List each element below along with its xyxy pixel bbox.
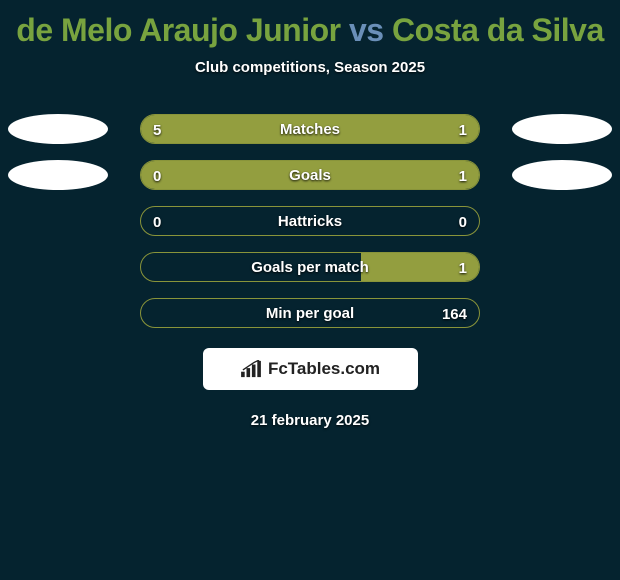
stat-bar: Goals0 1	[140, 160, 480, 190]
stat-label: Goals	[141, 161, 479, 189]
stat-bar: Matches5 1	[140, 114, 480, 144]
stat-row: Matches5 1	[0, 114, 620, 144]
date-text: 21 february 2025	[0, 412, 620, 429]
subtitle: Club competitions, Season 2025	[0, 59, 620, 76]
stat-row: Min per goal164	[0, 298, 620, 328]
stat-value-left: 0	[153, 161, 161, 190]
player1-avatar-icon	[8, 160, 108, 190]
stat-value-left: 0	[153, 207, 161, 236]
stat-row: Goals0 1	[0, 160, 620, 190]
player2-avatar-icon	[512, 160, 612, 190]
stat-value-right: 164	[442, 299, 467, 328]
attribution-text: FcTables.com	[268, 359, 380, 379]
chart-icon	[240, 360, 262, 378]
stat-value-right: 1	[459, 161, 467, 190]
player1-avatar-icon	[8, 114, 108, 144]
stat-label: Matches	[141, 115, 479, 143]
stat-row: Goals per match1	[0, 252, 620, 282]
player1-name: de Melo Araujo Junior	[16, 12, 340, 48]
stat-bar: Min per goal164	[140, 298, 480, 328]
stat-label: Hattricks	[141, 207, 479, 235]
stat-value-right: 1	[459, 253, 467, 282]
stat-rows: Matches51Goals01Hattricks00Goals per mat…	[0, 114, 620, 328]
stat-label: Goals per match	[141, 253, 479, 281]
player2-name: Costa da Silva	[392, 12, 604, 48]
vs-text: vs	[349, 12, 384, 48]
stat-value-right: 0	[459, 207, 467, 236]
stat-label: Min per goal	[141, 299, 479, 327]
player2-avatar-icon	[512, 114, 612, 144]
stat-bar: Hattricks0 0	[140, 206, 480, 236]
stat-row: Hattricks0 0	[0, 206, 620, 236]
comparison-title: de Melo Araujo Junior vs Costa da Silva	[0, 0, 620, 49]
stat-bar: Goals per match1	[140, 252, 480, 282]
stat-value-left: 5	[153, 115, 161, 144]
stat-value-right: 1	[459, 115, 467, 144]
attribution-badge[interactable]: FcTables.com	[203, 348, 418, 390]
